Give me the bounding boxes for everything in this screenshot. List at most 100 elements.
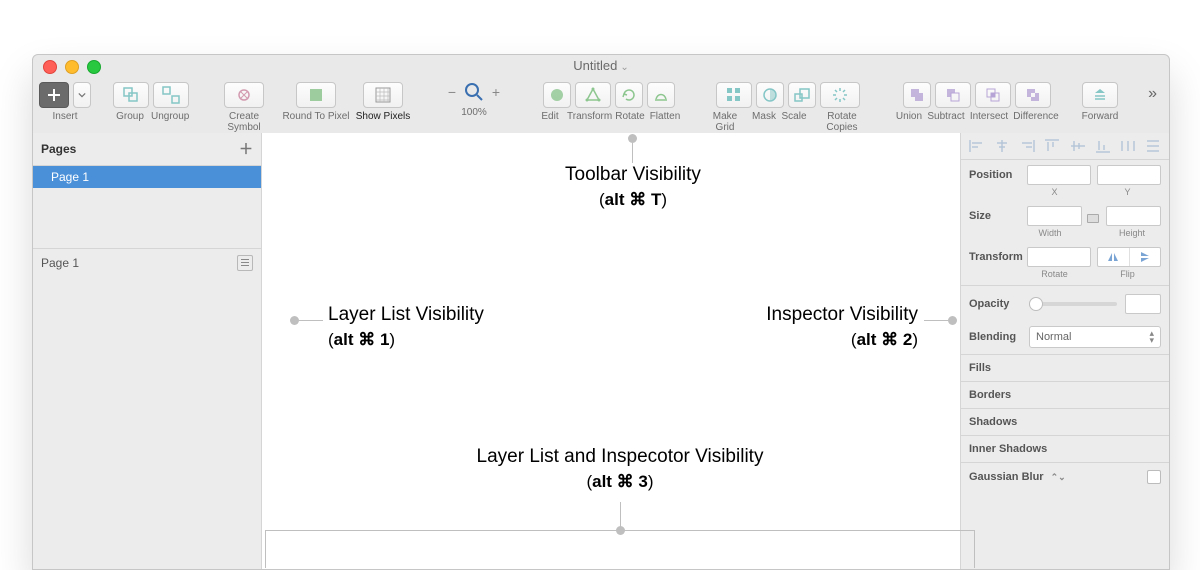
align-vcenter-icon[interactable]: [1070, 139, 1086, 153]
intersect-label: Intersect: [969, 111, 1009, 122]
callout-dot: [290, 316, 299, 325]
layer-list-title: Page 1: [41, 256, 79, 270]
toolbar-overflow-icon[interactable]: »: [1148, 81, 1163, 103]
create-symbol-button[interactable]: [224, 82, 264, 108]
shadows-section[interactable]: Shadows: [961, 408, 1169, 435]
ungroup-button[interactable]: [153, 82, 189, 108]
zoom-in-icon[interactable]: +: [489, 84, 503, 100]
insert-menu-button[interactable]: [73, 82, 91, 108]
lock-icon[interactable]: [1088, 209, 1100, 223]
zoom-control[interactable]: − +: [445, 81, 503, 103]
zoom-out-icon[interactable]: −: [445, 84, 459, 100]
width-sublabel: Width: [1021, 228, 1079, 238]
make-grid-button[interactable]: [716, 82, 752, 108]
y-input[interactable]: [1097, 165, 1161, 185]
selected-page-label: Page 1: [51, 170, 89, 184]
group-button[interactable]: [113, 82, 149, 108]
blending-label: Blending: [969, 331, 1021, 343]
transform-button[interactable]: [575, 82, 611, 108]
gaussian-checkbox[interactable]: [1147, 470, 1161, 484]
stepper-arrows-icon[interactable]: ⌃⌄: [1051, 472, 1066, 482]
zoom-value: 100%: [461, 107, 487, 118]
collapse-icon[interactable]: [237, 255, 253, 271]
distribute-h-icon[interactable]: [1120, 139, 1136, 153]
callout-line: [299, 320, 323, 321]
document-title[interactable]: Untitled⌄: [33, 58, 1169, 73]
callout-line: [620, 502, 621, 528]
flip-sublabel: Flip: [1094, 269, 1161, 279]
show-pixels-label: Show Pixels: [355, 111, 411, 122]
pages-header: Pages ＋: [33, 133, 261, 166]
edit-button[interactable]: [543, 82, 571, 108]
position-label: Position: [969, 169, 1021, 181]
rotate-copies-button[interactable]: [820, 82, 860, 108]
toolbar-visibility-callout: Toolbar Visibility (alt ⌘ T): [488, 164, 778, 210]
alignment-controls[interactable]: [961, 133, 1169, 160]
forward-button[interactable]: [1082, 82, 1118, 108]
forward-label: Forward: [1081, 111, 1119, 122]
callout-title: Layer List Visibility: [328, 304, 548, 326]
callout-title: Inspector Visibility: [700, 304, 918, 326]
app-window: Untitled⌄ Insert: [32, 54, 1170, 570]
x-input[interactable]: [1027, 165, 1091, 185]
difference-button[interactable]: [1015, 82, 1051, 108]
callout-title: Toolbar Visibility: [488, 164, 778, 186]
inspector-visibility-callout: Inspector Visibility (alt ⌘ 2): [700, 304, 918, 350]
callout-shortcut: alt ⌘ 3: [592, 472, 648, 491]
rotate-label: Rotate: [615, 111, 645, 122]
callout-line: [265, 530, 975, 531]
chevron-down-icon: ⌄: [620, 62, 628, 73]
align-left-icon[interactable]: [969, 139, 985, 153]
union-label: Union: [895, 111, 923, 122]
pages-label: Pages: [41, 142, 76, 156]
edit-label: Edit: [537, 111, 563, 122]
gaussian-label: Gaussian Blur: [969, 471, 1044, 483]
x-sublabel: X: [1021, 187, 1088, 197]
callout-line: [974, 530, 975, 568]
height-input[interactable]: [1106, 206, 1161, 226]
y-sublabel: Y: [1094, 187, 1161, 197]
inner-shadows-section[interactable]: Inner Shadows: [961, 435, 1169, 462]
opacity-input[interactable]: [1125, 294, 1161, 314]
rotate-input[interactable]: [1027, 247, 1091, 267]
borders-section[interactable]: Borders: [961, 381, 1169, 408]
flip-controls[interactable]: [1097, 247, 1161, 267]
selected-page[interactable]: Page 1: [33, 166, 261, 188]
blending-select[interactable]: Normal ▴▾: [1029, 326, 1161, 348]
callout-shortcut: alt ⌘ T: [605, 190, 662, 209]
rotate-sublabel: Rotate: [1021, 269, 1088, 279]
callout-shortcut: alt ⌘ 2: [857, 330, 913, 349]
insert-label: Insert: [42, 111, 88, 122]
union-button[interactable]: [903, 82, 931, 108]
opacity-slider[interactable]: [1029, 302, 1117, 306]
align-right-icon[interactable]: [1019, 139, 1035, 153]
blending-value: Normal: [1036, 331, 1071, 343]
create-symbol-label: Create Symbol: [211, 111, 277, 133]
show-pixels-button[interactable]: [363, 82, 403, 108]
rotate-button[interactable]: [615, 82, 643, 108]
align-hcenter-icon[interactable]: [994, 139, 1010, 153]
gaussian-blur-section[interactable]: Gaussian Blur ⌃⌄: [961, 462, 1169, 491]
add-page-icon[interactable]: ＋: [239, 139, 253, 159]
align-bottom-icon[interactable]: [1095, 139, 1111, 153]
insert-button[interactable]: [39, 82, 69, 108]
align-top-icon[interactable]: [1044, 139, 1060, 153]
ungroup-label: Ungroup: [151, 111, 189, 122]
flip-vertical-icon[interactable]: [1130, 248, 1161, 266]
distribute-v-icon[interactable]: [1145, 139, 1161, 153]
magnifier-icon: [463, 81, 485, 103]
layer-list-header[interactable]: Page 1: [33, 249, 261, 277]
intersect-button[interactable]: [975, 82, 1011, 108]
scale-button[interactable]: [788, 82, 816, 108]
document-title-text: Untitled: [573, 58, 617, 73]
mask-button[interactable]: [756, 82, 784, 108]
width-input[interactable]: [1027, 206, 1082, 226]
callout-line: [265, 530, 266, 568]
subtract-button[interactable]: [935, 82, 971, 108]
flip-horizontal-icon[interactable]: [1098, 248, 1130, 266]
flatten-button[interactable]: [647, 82, 675, 108]
round-to-pixel-button[interactable]: [296, 82, 336, 108]
callout-dot: [948, 316, 957, 325]
fills-section[interactable]: Fills: [961, 354, 1169, 381]
callout-shortcut: alt ⌘ 1: [334, 330, 390, 349]
